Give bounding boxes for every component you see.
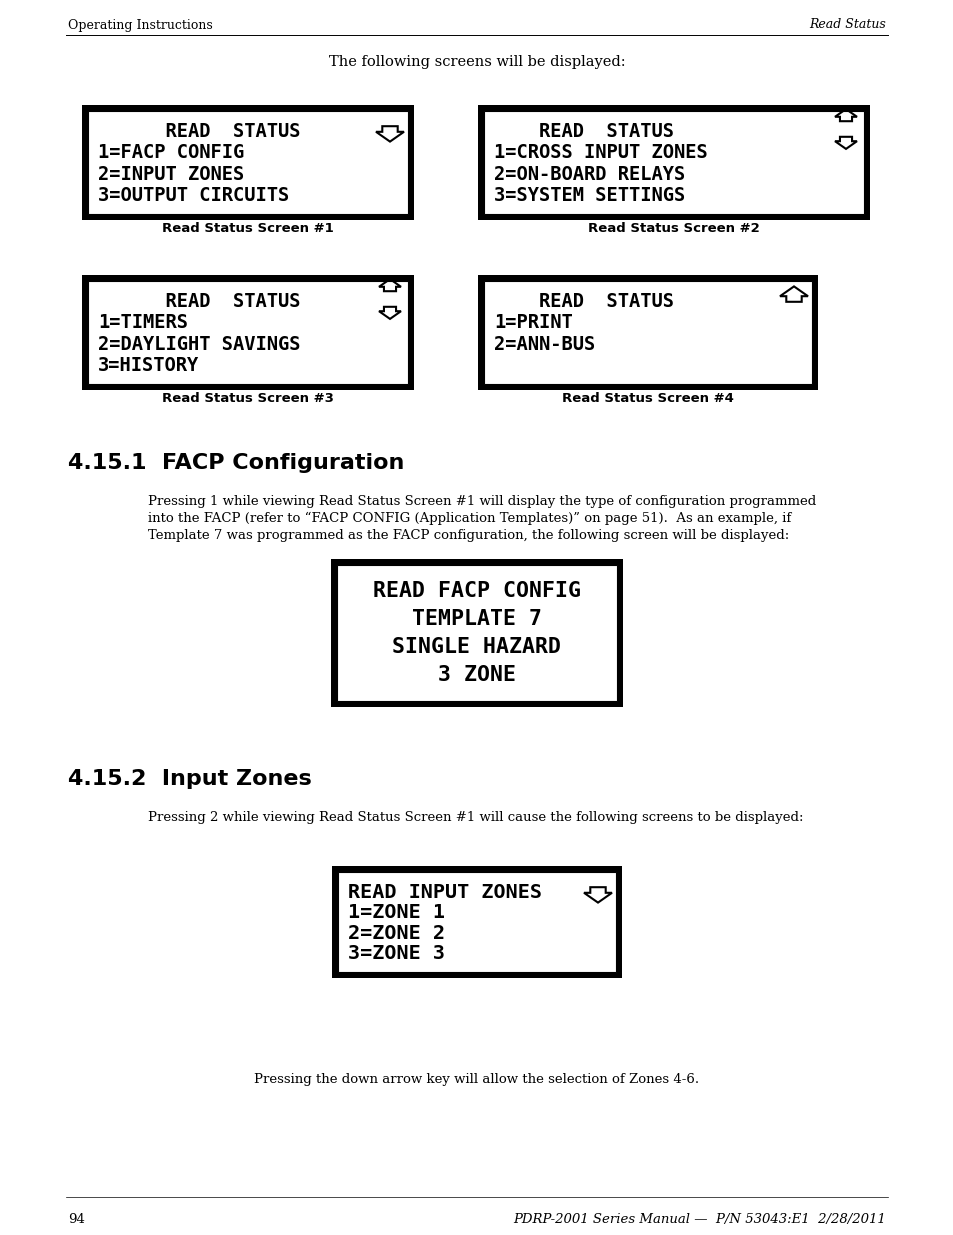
Text: 1=ZONE 1: 1=ZONE 1 (348, 903, 444, 923)
Text: READ  STATUS: READ STATUS (98, 122, 300, 141)
Text: 2=ON-BOARD RELAYS: 2=ON-BOARD RELAYS (494, 164, 684, 184)
Text: 4.15.1  FACP Configuration: 4.15.1 FACP Configuration (68, 453, 404, 473)
Text: into the FACP (refer to “FACP CONFIG (Application Templates)” on page 51).  As a: into the FACP (refer to “FACP CONFIG (Ap… (148, 513, 790, 525)
Text: Read Status Screen #3: Read Status Screen #3 (162, 391, 334, 405)
Bar (483, 111, 863, 214)
Bar (88, 282, 408, 384)
Bar (331, 559, 622, 706)
Text: Pressing 2 while viewing Read Status Screen #1 will cause the following screens : Pressing 2 while viewing Read Status Scr… (148, 811, 802, 824)
Text: Pressing the down arrow key will allow the selection of Zones 4-6.: Pressing the down arrow key will allow t… (254, 1073, 699, 1086)
Text: READ INPUT ZONES: READ INPUT ZONES (348, 883, 541, 902)
Text: 2=ANN-BUS: 2=ANN-BUS (494, 335, 595, 353)
Text: PDRP-2001 Series Manual —  P/N 53043:E1  2/28/2011: PDRP-2001 Series Manual — P/N 53043:E1 2… (513, 1213, 885, 1226)
Bar (477, 275, 817, 390)
Text: Template 7 was programmed as the FACP configuration, the following screen will b: Template 7 was programmed as the FACP co… (148, 529, 788, 542)
Text: Pressing 1 while viewing Read Status Screen #1 will display the type of configur: Pressing 1 while viewing Read Status Scr… (148, 495, 816, 508)
Text: Read Status Screen #4: Read Status Screen #4 (561, 391, 733, 405)
Bar (82, 275, 414, 390)
Text: 1=PRINT: 1=PRINT (494, 314, 572, 332)
Text: SINGLE HAZARD: SINGLE HAZARD (392, 637, 561, 657)
Text: READ  STATUS: READ STATUS (494, 293, 673, 311)
Text: 3=ZONE 3: 3=ZONE 3 (348, 945, 444, 963)
Text: 1=TIMERS: 1=TIMERS (98, 314, 188, 332)
Text: 3=HISTORY: 3=HISTORY (98, 356, 199, 375)
Bar (483, 282, 811, 384)
Text: TEMPLATE 7: TEMPLATE 7 (412, 609, 541, 629)
Text: The following screens will be displayed:: The following screens will be displayed: (329, 56, 624, 69)
Text: READ FACP CONFIG: READ FACP CONFIG (373, 580, 580, 601)
Bar (332, 866, 621, 978)
Bar (82, 105, 414, 220)
Bar (477, 105, 869, 220)
Text: 3=SYSTEM SETTINGS: 3=SYSTEM SETTINGS (494, 186, 684, 205)
Text: 3 ZONE: 3 ZONE (437, 664, 516, 685)
Text: 2=ZONE 2: 2=ZONE 2 (348, 924, 444, 942)
Text: 3=OUTPUT CIRCUITS: 3=OUTPUT CIRCUITS (98, 186, 289, 205)
Bar (88, 111, 408, 214)
Text: READ  STATUS: READ STATUS (494, 122, 673, 141)
Text: 2=INPUT ZONES: 2=INPUT ZONES (98, 164, 244, 184)
Text: Operating Instructions: Operating Instructions (68, 19, 213, 32)
Text: 2=DAYLIGHT SAVINGS: 2=DAYLIGHT SAVINGS (98, 335, 300, 353)
Bar (337, 872, 616, 972)
Text: READ  STATUS: READ STATUS (98, 293, 300, 311)
Text: 94: 94 (68, 1213, 85, 1226)
Text: 1=FACP CONFIG: 1=FACP CONFIG (98, 143, 244, 162)
Text: Read Status Screen #1: Read Status Screen #1 (162, 222, 334, 235)
Text: 4.15.2  Input Zones: 4.15.2 Input Zones (68, 769, 312, 789)
Text: Read Status Screen #2: Read Status Screen #2 (587, 222, 760, 235)
Bar (336, 564, 617, 701)
Text: Read Status: Read Status (808, 19, 885, 32)
Text: 1=CROSS INPUT ZONES: 1=CROSS INPUT ZONES (494, 143, 707, 162)
